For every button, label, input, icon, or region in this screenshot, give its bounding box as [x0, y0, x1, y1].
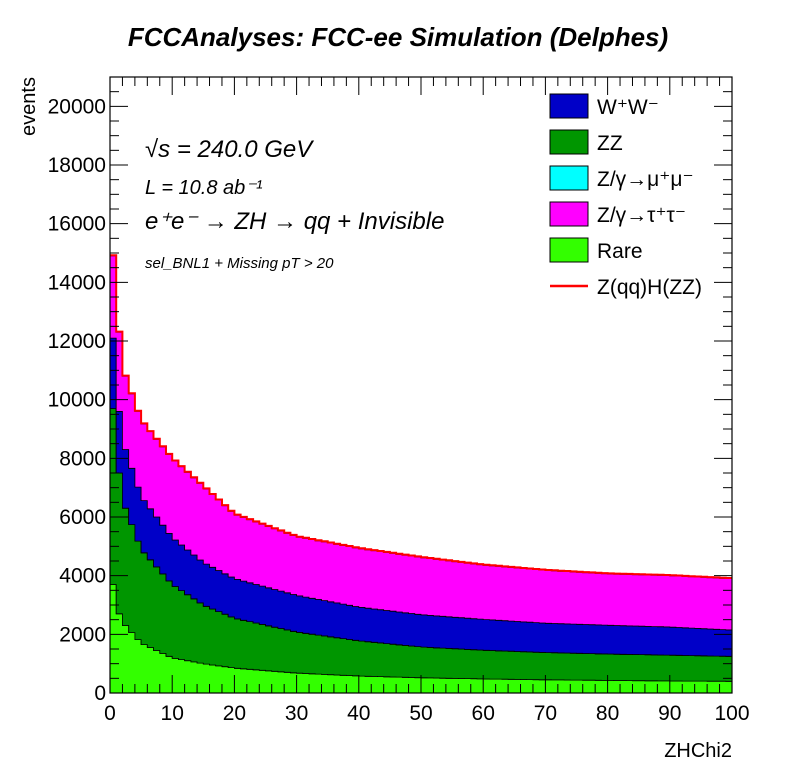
- legend-swatch: [549, 129, 589, 155]
- legend-swatch: [549, 165, 589, 191]
- x-tick-label: 30: [285, 702, 308, 725]
- x-tick-label: 0: [104, 702, 116, 725]
- x-tick-label: 40: [347, 702, 370, 725]
- legend-swatch: [549, 93, 589, 119]
- chart-title: FCCAnalyses: FCC-ee Simulation (Delphes): [128, 22, 668, 52]
- x-tick-label: 100: [714, 702, 749, 725]
- x-axis-title: ZHChi2: [664, 740, 732, 762]
- y-tick-label: 16000: [48, 213, 106, 236]
- y-tick-label: 20000: [48, 95, 106, 118]
- x-tick-label: 60: [472, 702, 495, 725]
- sqrt-s-annotation: √s = 240.0 GeV: [145, 136, 314, 163]
- x-tick-label: 70: [534, 702, 557, 725]
- y-tick-label: 10000: [48, 389, 106, 412]
- x-tick-label: 10: [161, 702, 184, 725]
- x-tick-label: 20: [223, 702, 246, 725]
- legend: W⁺W⁻ ZZ Z/γ→μ⁺μ⁻ Z/γ→τ⁺τ⁻ Rare Z(qq)H(ZZ): [549, 93, 702, 299]
- y-tick-label: 12000: [48, 330, 106, 353]
- y-tick-label: 14000: [48, 271, 106, 294]
- x-tick-label: 90: [658, 702, 681, 725]
- y-tick-label: 0: [94, 682, 106, 705]
- legend-swatch: [549, 237, 589, 263]
- y-axis-title: events: [18, 77, 40, 136]
- legend-label: Z/γ→τ⁺τ⁻: [597, 204, 686, 227]
- plot-area: [109, 254, 733, 694]
- y-tick-label: 6000: [59, 506, 106, 529]
- y-tick-label: 18000: [48, 154, 106, 177]
- signal-line: [110, 254, 732, 579]
- axes: 0 10 20 30 40 50 60 70 80 90 100 0 2000 4000 6000 8000 1…: [48, 76, 750, 725]
- legend-label: Z/γ→μ⁺μ⁻: [597, 168, 694, 191]
- x-tick-label: 50: [409, 702, 432, 725]
- legend-swatch: [549, 201, 589, 227]
- y-tick-label: 4000: [59, 565, 106, 588]
- legend-label: ZZ: [597, 132, 623, 155]
- lumi-annotation: L = 10.8 ab⁻¹: [145, 177, 263, 199]
- selection-annotation: sel_BNL1 + Missing pT > 20: [145, 255, 334, 272]
- y-tick-label: 2000: [59, 623, 106, 646]
- legend-label: Z(qq)H(ZZ): [597, 276, 702, 299]
- y-tick-label: 8000: [59, 447, 106, 470]
- x-tick-label: 80: [596, 702, 619, 725]
- legend-label: Rare: [597, 240, 643, 263]
- legend-label: W⁺W⁻: [597, 96, 659, 119]
- process-annotation: e⁺e⁻ → ZH → qq + Invisible: [145, 208, 444, 235]
